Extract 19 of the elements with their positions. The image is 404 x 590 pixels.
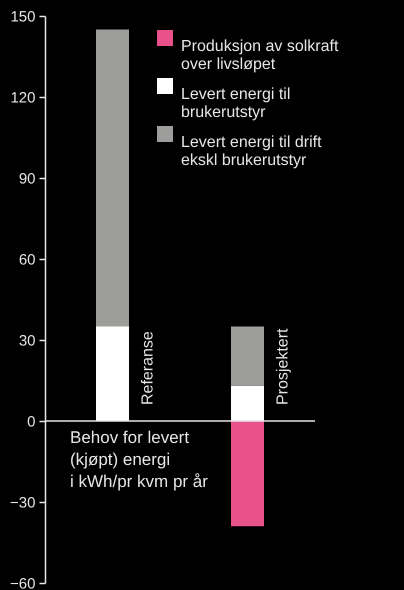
legend-label: Levert energi til brukerutstyr (181, 86, 290, 121)
bar (231, 326, 264, 386)
x-tick-label: Prosjektert (274, 328, 292, 405)
legend-label: Produksjon av solkraft over livsløpet (181, 38, 339, 73)
x-tick-label: Referanse (140, 331, 156, 405)
y-tick-label: 90 (18, 170, 36, 188)
bar (96, 326, 129, 421)
bar (231, 386, 264, 421)
y-tick-label: 120 (10, 90, 36, 106)
y-tick-label: −30 (10, 494, 36, 512)
bar (96, 30, 129, 326)
y-tick-label: 60 (18, 252, 36, 268)
y-tick-label: 0 (27, 414, 36, 430)
y-tick-label: 150 (10, 8, 36, 26)
y-tick-label: 30 (18, 332, 36, 350)
annotation: Behov for levert (kjøpt) energi i kWh/pr kvm pr år (70, 428, 208, 491)
bar (231, 421, 264, 526)
legend-label: Levert energi til drift ekskl brukerutstyr (181, 134, 322, 169)
y-tick-label: −60 (10, 576, 36, 590)
